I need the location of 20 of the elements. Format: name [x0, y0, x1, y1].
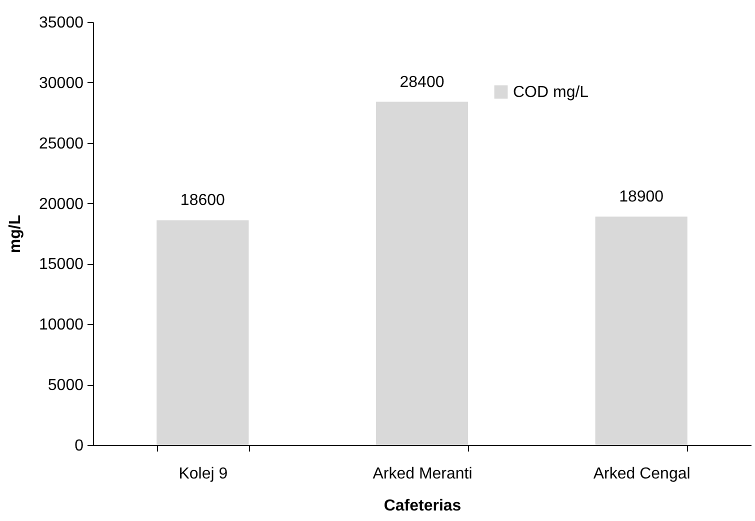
data-label: 18600: [180, 192, 226, 210]
y-tick-label: 5000: [48, 377, 84, 394]
x-tick-label: Arked Cengal: [593, 466, 690, 482]
x-tick-label: Arked Meranti: [372, 466, 472, 482]
bar: [595, 216, 688, 445]
x-axis-title: Cafeterias: [384, 498, 462, 514]
y-tick-label: 30000: [39, 74, 84, 92]
data-label: 28400: [400, 74, 444, 91]
x-tick-label: Kolej 9: [178, 466, 228, 482]
y-tick-label: 35000: [39, 14, 84, 32]
y-tick-label: 15000: [39, 256, 84, 274]
y-tick-label: 20000: [39, 196, 84, 213]
bar: [156, 220, 249, 445]
bar: [376, 102, 468, 445]
y-tick-label: 0: [74, 438, 84, 454]
y-tick-label: 25000: [39, 135, 84, 152]
data-label: 18900: [619, 188, 664, 206]
y-axis-title: mg/L: [7, 214, 24, 254]
legend-label: COD mg/L: [513, 84, 589, 101]
y-tick-label: 10000: [39, 316, 84, 334]
